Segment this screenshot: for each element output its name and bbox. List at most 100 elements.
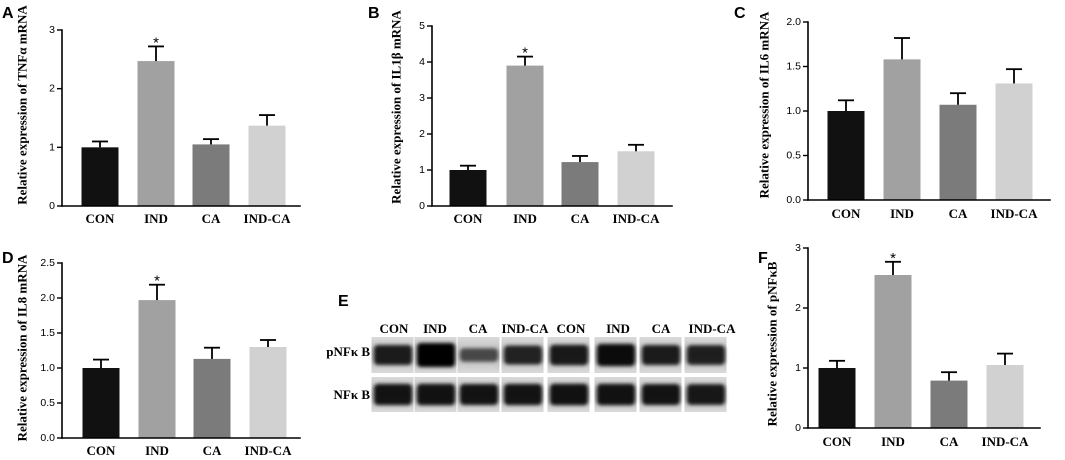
blot-band-pnfkb-lane-3-ca — [460, 348, 498, 362]
chart-b-bar-ind — [506, 65, 544, 206]
blot-band-pnfkb-lane-4-ind-ca — [504, 345, 542, 365]
panel-e-western-blot: E CON IND CA IND-CA CON IND CA IND-CA pNFκ B NFκ … — [326, 293, 736, 412]
chart-d-ytick-label: 2.0 — [40, 292, 55, 304]
panel-b-il1b-chart: B CON * IND CA IND-CA 0 1 2 3 4 5 Relative expressi… — [368, 5, 673, 226]
chart-b-ytick-label: 1 — [419, 164, 425, 176]
chart-b-category-label-con: CON — [454, 211, 484, 226]
chart-d-ytick-label: 0.0 — [40, 432, 55, 444]
panel-label-d: D — [2, 250, 14, 267]
chart-c-ytick-label: 0.5 — [786, 150, 801, 162]
chart-c-category-label-con: CON — [832, 206, 862, 221]
chart-d-y-axis-label: Relative expression of IL8 mRNA — [15, 254, 30, 441]
chart-a-ytick-label: 0 — [49, 200, 55, 212]
blot-row-label-pnfkb: pNFκ B — [326, 344, 370, 359]
panel-label-f: F — [758, 250, 768, 267]
chart-d-bar-ca — [193, 358, 231, 438]
chart-f-y-axis-label: Relative expression of pNFκB — [765, 261, 780, 426]
blot-band-nfkb-lane-2-ind — [417, 383, 455, 406]
chart-f-category-label-ind: IND — [881, 434, 905, 449]
blot-band-nfkb-lane-5-con — [550, 383, 588, 406]
blot-lane-label-8-ind-ca: IND-CA — [689, 321, 737, 336]
chart-a-bar-ind — [137, 61, 175, 206]
chart-c-ytick-label: 1.5 — [786, 61, 801, 73]
blot-band-pnfkb-lane-6-ind — [597, 343, 635, 367]
blot-lane-label-7-ca: CA — [652, 321, 671, 336]
blot-band-nfkb-lane-4-ind-ca — [504, 383, 542, 406]
chart-f-bar-ca — [930, 380, 968, 428]
blot-band-pnfkb-lane-1-con — [374, 344, 412, 366]
chart-d-bar-con — [82, 368, 120, 438]
blot-band-pnfkb-lane-5-con — [550, 344, 588, 366]
chart-d-ytick-label: 1.0 — [40, 362, 55, 374]
chart-b-bar-ind-ca — [617, 151, 655, 206]
chart-d-bar-ind — [138, 300, 176, 438]
chart-f-bar-ind — [874, 275, 912, 428]
chart-c-bar-ind-ca — [995, 83, 1033, 200]
chart-f-ytick-label: 2 — [795, 302, 801, 314]
panel-a-tnfa-chart: A CON * IND CA IND-CA 0 1 2 3 Relative expression… — [2, 5, 301, 226]
chart-b-category-label-ca: CA — [571, 211, 590, 226]
chart-f-ytick-label: 1 — [795, 362, 801, 374]
chart-b-ytick-label: 4 — [419, 56, 425, 68]
chart-c-ytick-label: 0.0 — [786, 194, 801, 206]
panel-label-b: B — [368, 5, 380, 22]
blot-lane-label-1-con: CON — [380, 321, 410, 336]
panel-label-c: C — [734, 5, 746, 22]
chart-a-category-label-ca: CA — [202, 211, 221, 226]
chart-b-category-label-ind: IND — [513, 211, 537, 226]
chart-d-ytick-label: 1.5 — [40, 327, 55, 339]
chart-a-ytick-label: 1 — [49, 141, 55, 153]
chart-c-bar-ind — [883, 59, 921, 200]
chart-c-category-label-ind: IND — [890, 206, 914, 221]
chart-d-ytick-label: 2.5 — [40, 257, 55, 269]
chart-d-category-label-ind: IND — [145, 443, 169, 458]
panel-label-e: E — [338, 293, 349, 310]
chart-a-ytick-label: 3 — [49, 24, 55, 36]
chart-a-significance-marker-ind: * — [153, 34, 159, 51]
chart-c-y-axis-label: Relative expression of IL6 mRNA — [757, 11, 772, 198]
blot-lane-label-5-con: CON — [557, 321, 587, 336]
blot-band-nfkb-lane-1-con — [374, 383, 412, 406]
blot-lane-label-4-ind-ca: IND-CA — [502, 321, 550, 336]
chart-f-ytick-label: 3 — [795, 242, 801, 254]
blot-row-label-nfkb: NFκ B — [334, 387, 371, 402]
chart-b-ytick-label: 3 — [419, 92, 425, 104]
chart-f-bar-ind-ca — [986, 365, 1024, 428]
chart-c-ytick-label: 1.0 — [786, 105, 801, 117]
chart-d-bar-ind-ca — [249, 347, 287, 438]
chart-d-category-label-ca: CA — [203, 443, 222, 458]
chart-c-bar-con — [827, 111, 865, 200]
blot-band-nfkb-lane-3-ca — [460, 383, 498, 406]
panel-label-a: A — [2, 5, 14, 22]
chart-f-category-label-con: CON — [823, 434, 853, 449]
chart-f-bar-con — [818, 368, 856, 428]
chart-a-ytick-label: 2 — [49, 83, 55, 95]
chart-b-ytick-label: 5 — [419, 20, 425, 32]
chart-a-category-label-ind-ca: IND-CA — [244, 211, 292, 226]
chart-a-y-axis-label: Relative expression of TNFα mRNA — [15, 5, 30, 205]
chart-d-ytick-label: 0.5 — [40, 397, 55, 409]
blot-band-pnfkb-lane-8-ind-ca — [687, 345, 725, 365]
blot-band-nfkb-lane-6-ind — [597, 383, 635, 406]
blot-band-nfkb-lane-7-ca — [642, 383, 680, 406]
chart-f-category-label-ca: CA — [940, 434, 959, 449]
chart-b-y-axis-label: Relative expression of IL1β mRNA — [389, 10, 404, 204]
chart-c-category-label-ca: CA — [949, 206, 968, 221]
blot-band-nfkb-lane-8-ind-ca — [687, 384, 725, 405]
chart-a-bar-ind-ca — [248, 125, 286, 206]
chart-d-category-label-con: CON — [87, 443, 117, 458]
blot-lane-label-2-ind: IND — [423, 321, 447, 336]
chart-c-bar-ca — [939, 104, 977, 200]
panel-f-pnfkb-chart: F CON * IND CA IND-CA 0 1 2 3 Relative expression… — [758, 242, 1041, 449]
chart-a-category-label-ind: IND — [144, 211, 168, 226]
blot-lane-label-6-ind: IND — [606, 321, 630, 336]
chart-f-ytick-label: 0 — [795, 422, 801, 434]
blot-band-pnfkb-lane-7-ca — [642, 344, 680, 366]
chart-b-ytick-label: 0 — [419, 200, 425, 212]
panel-d-il8-chart: D CON * IND CA IND-CA 0.0 0.5 1.0 1.5 2.0 2.5 Relat… — [2, 250, 301, 458]
blot-band-pnfkb-lane-2-ind — [417, 343, 455, 367]
blot-row-pnfkb: pNFκ B — [326, 337, 727, 373]
chart-c-category-label-ind-ca: IND-CA — [991, 206, 1039, 221]
chart-a-category-label-con: CON — [86, 211, 116, 226]
